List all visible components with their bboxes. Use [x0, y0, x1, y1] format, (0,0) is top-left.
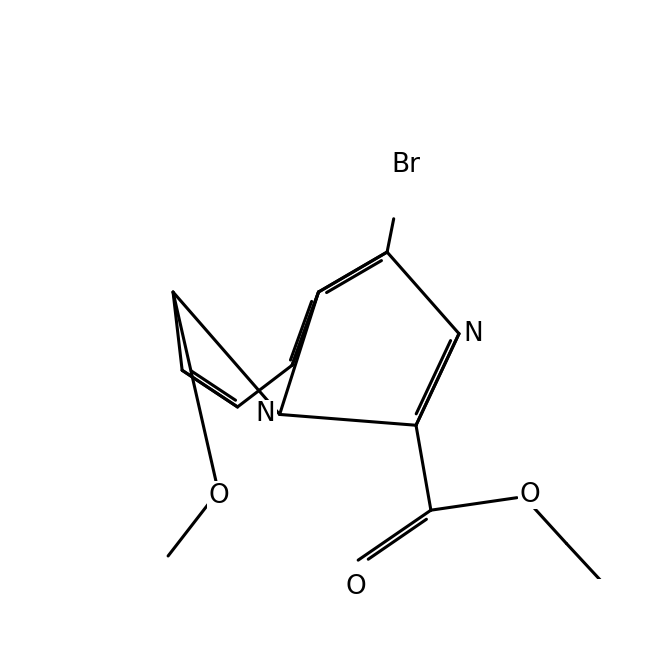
Text: N: N	[464, 320, 483, 347]
Text: N: N	[255, 401, 275, 428]
Text: Br: Br	[392, 152, 421, 177]
Text: O: O	[520, 482, 540, 508]
Text: O: O	[209, 483, 229, 509]
Text: O: O	[345, 574, 366, 600]
